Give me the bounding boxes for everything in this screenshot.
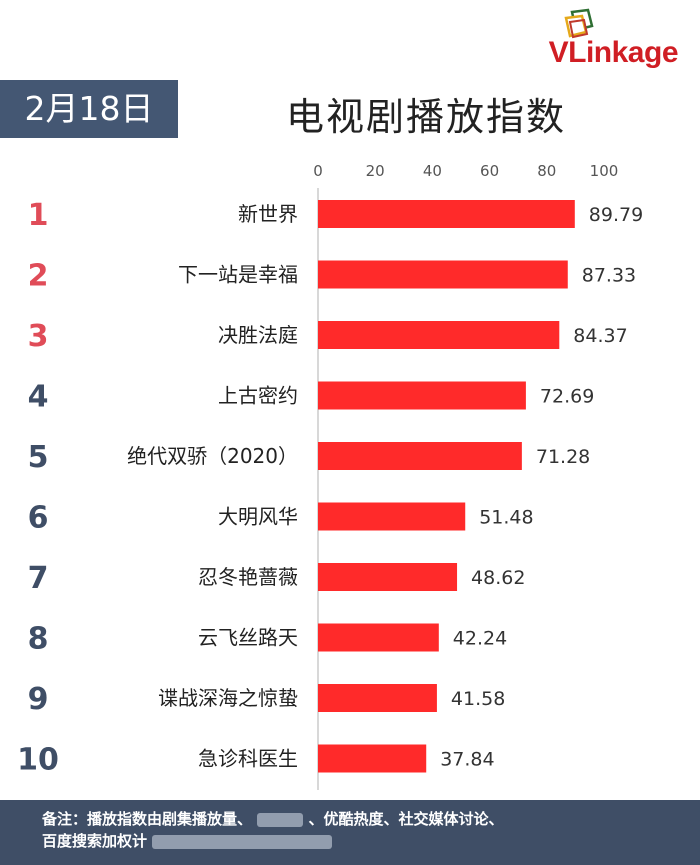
footer-text-2: 百度搜索加权计 [42,832,148,850]
x-tick-label: 20 [366,162,385,180]
bar [318,381,526,410]
category-label: 大明风华 [218,505,298,529]
data-label: 41.58 [451,688,505,710]
x-tick-label: 100 [590,162,619,180]
rank-number: 10 [17,743,59,778]
bar [318,321,560,349]
blurred-text [152,834,333,849]
rank-number: 5 [28,440,49,475]
bar [318,200,575,228]
bar [318,744,427,773]
category-label: 决胜法庭 [218,323,298,347]
data-label: 71.28 [536,446,590,468]
data-label: 48.62 [471,567,525,589]
data-label: 89.79 [589,204,643,226]
rank-number: 4 [28,380,49,415]
category-label: 急诊科医生 [198,747,298,771]
footer-line-1: 备注：播放指数由剧集播放量、 、优酷热度、社交媒体讨论、 [42,808,700,830]
bar [318,502,466,531]
data-label: 84.37 [573,325,627,347]
x-tick-label: 0 [313,162,323,180]
rank-number: 8 [28,622,49,657]
data-label: 42.24 [453,628,507,650]
rank-number: 7 [28,561,49,596]
rank-number: 3 [28,319,49,354]
bar [318,260,568,289]
data-label: 37.84 [440,749,494,771]
category-label: 上古密约 [218,384,298,408]
footer-note: 备注：播放指数由剧集播放量、 、优酷热度、社交媒体讨论、 百度搜索加权计 [0,800,700,865]
category-label: 忍冬艳蔷薇 [198,565,298,589]
rank-number: 1 [28,198,49,233]
bar [318,563,458,591]
footer-text-1b: 、优酷热度、社交媒体讨论、 [308,810,504,828]
bar [318,442,522,470]
data-label: 51.48 [479,507,533,529]
data-label: 87.33 [582,265,636,287]
bar [318,623,439,652]
category-label: 绝代双骄（2020） [127,444,298,468]
data-label: 72.69 [540,386,594,408]
footer-line-2: 百度搜索加权计 [42,830,700,852]
bar [318,684,437,712]
x-tick-label: 80 [537,162,556,180]
category-label: 新世界 [238,202,298,226]
x-tick-label: 40 [423,162,442,180]
chart-title: 电视剧播放指数 [285,95,566,139]
rank-number: 6 [28,501,49,536]
footer-text-1a: 备注：播放指数由剧集播放量、 [42,810,253,828]
vlinkage-logo: VLinkage [518,8,679,69]
x-tick-label: 60 [480,162,499,180]
category-label: 下一站是幸福 [178,263,298,287]
rank-number: 9 [28,682,49,717]
rank-number: 2 [28,259,49,294]
category-label: 谍战深海之惊蛰 [158,686,298,710]
blurred-text [257,812,304,827]
category-label: 云飞丝路天 [198,626,298,650]
date-label: 2月18日 [0,80,178,138]
logo-text: VLinkage [548,36,679,69]
logo-diamond-icon [564,8,594,39]
